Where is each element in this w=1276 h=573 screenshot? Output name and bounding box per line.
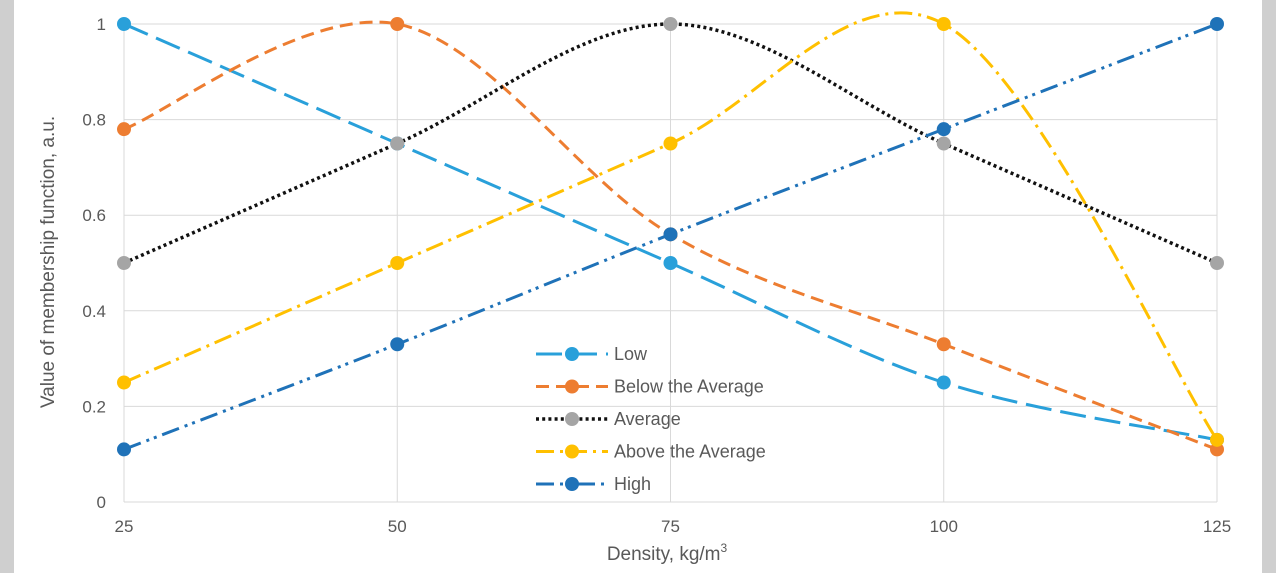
legend-label: Above the Average: [614, 442, 766, 462]
data-point-high: [390, 337, 405, 352]
y-axis-ticks: 0 0.2 0.4 0.6 0.8 1: [82, 15, 106, 512]
data-point-high: [936, 122, 951, 137]
legend-marker: [565, 347, 579, 361]
legend-label: High: [614, 474, 651, 494]
legend-item-average: Average: [536, 409, 681, 429]
legend: Low Below the Average Average Above the Ave…: [536, 344, 766, 494]
series-line-average: [123, 22, 1218, 265]
data-point-above-the-average: [117, 375, 131, 390]
data-point-low: [117, 17, 131, 31]
y-tick-label: 0.6: [82, 206, 106, 225]
data-point-average: [117, 256, 131, 270]
membership-function-chart: 0 0.2 0.4 0.6 0.8 1 25 50 75 100 125 Low Below the…: [38, 11, 1232, 565]
series-high: [117, 17, 1224, 457]
series-above-the-average: [117, 11, 1224, 447]
legend-marker: [565, 412, 579, 426]
data-point-high: [117, 442, 131, 457]
data-point-high: [663, 227, 678, 242]
legend-label: Below the Average: [614, 377, 764, 397]
x-tick-label: 50: [388, 517, 407, 536]
data-point-high: [1210, 17, 1224, 31]
data-point-average: [663, 17, 678, 31]
x-axis-title-superscript: 3: [721, 541, 728, 555]
data-point-low: [936, 375, 951, 390]
y-tick-label: 0.4: [82, 302, 106, 321]
data-point-low: [663, 256, 678, 270]
legend-item-above-the-average: Above the Average: [536, 442, 766, 462]
legend-item-below-the-average: Below the Average: [536, 377, 764, 397]
y-tick-label: 0.2: [82, 397, 106, 416]
series-line-above-the-average: [123, 11, 1219, 441]
legend-item-low: Low: [536, 344, 648, 364]
x-axis-ticks: 25 50 75 100 125: [115, 517, 1232, 536]
x-tick-label: 75: [661, 517, 680, 536]
x-axis-title: Density, kg/m3: [607, 541, 728, 565]
data-point-average: [1210, 256, 1224, 270]
data-point-above-the-average: [663, 136, 678, 151]
data-point-above-the-average: [936, 17, 951, 31]
legend-marker: [565, 379, 579, 394]
data-point-above-the-average: [390, 256, 405, 270]
chart-frame: 0 0.2 0.4 0.6 0.8 1 25 50 75 100 125 Low Below the…: [14, 0, 1262, 573]
legend-marker: [565, 444, 579, 459]
data-point-average: [936, 136, 951, 151]
x-axis-title-main: Density, kg/m: [607, 544, 721, 565]
x-tick-label: 100: [930, 517, 958, 536]
data-point-above-the-average: [1210, 432, 1224, 447]
y-axis-title: Value of membership function, a.u.: [38, 116, 59, 408]
series-average: [117, 17, 1224, 270]
y-tick-label: 0.8: [82, 111, 106, 130]
data-point-below-the-average: [390, 17, 405, 31]
x-tick-label: 125: [1203, 517, 1231, 536]
series-group: [117, 11, 1224, 457]
data-point-average: [390, 136, 405, 151]
legend-marker: [565, 477, 579, 491]
data-point-below-the-average: [117, 122, 131, 137]
data-point-below-the-average: [936, 337, 951, 352]
legend-label: Average: [614, 409, 681, 429]
y-tick-label: 1: [97, 15, 106, 34]
legend-label: Low: [614, 344, 648, 364]
legend-item-high: High: [536, 474, 651, 494]
x-tick-label: 25: [115, 517, 134, 536]
y-tick-label: 0: [97, 493, 106, 512]
